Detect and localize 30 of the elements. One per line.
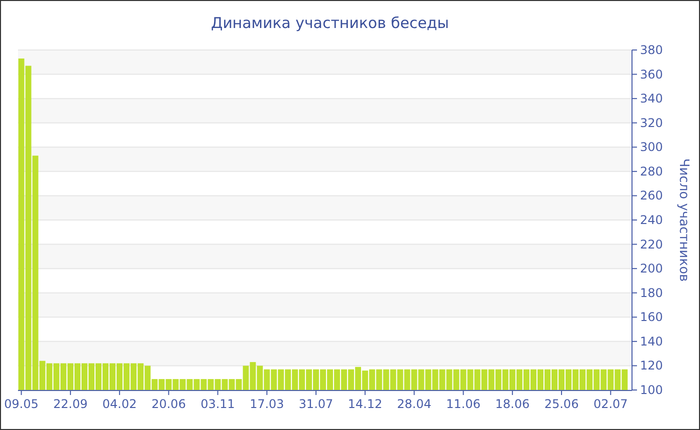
y-tick-label: 280	[640, 164, 663, 178]
x-tick-label: 11.06	[446, 397, 480, 411]
y-tick-label: 180	[640, 286, 663, 300]
y-tick-label: 120	[640, 358, 663, 373]
y-tick-label: 320	[640, 116, 663, 130]
x-tick-label: 03.11	[200, 397, 235, 411]
x-tick-label: 28.04	[397, 397, 432, 411]
x-tick-label: 02.07	[593, 397, 628, 411]
y-tick-label: 220	[640, 237, 663, 252]
x-tick-label: 09.05	[4, 397, 39, 411]
x-tick-label: 14.12	[348, 397, 382, 411]
y-tick-label: 200	[640, 262, 663, 276]
y-tick-label: 380	[640, 43, 663, 57]
y-tick-label: 260	[640, 188, 663, 203]
x-tick-label: 17.03	[250, 397, 284, 411]
chart-title: Динамика участников беседы	[210, 14, 450, 32]
x-tick-label: 22.09	[53, 397, 88, 411]
x-tick-label: 18.06	[495, 397, 530, 411]
x-tick-label: 20.06	[151, 397, 186, 411]
y-axis-title: Число участников	[676, 158, 691, 282]
x-tick-label: 25.06	[544, 397, 579, 411]
y-tick-label: 360	[640, 67, 663, 82]
y-tick-label: 160	[640, 310, 663, 324]
y-tick-label: 340	[640, 92, 663, 106]
y-tick-label: 140	[640, 334, 663, 348]
y-tick-label: 300	[640, 140, 663, 154]
y-tick-label: 240	[640, 213, 663, 227]
x-tick-label: 31.07	[298, 397, 334, 411]
y-tick-label: 100	[640, 383, 663, 397]
x-tick-label: 04.02	[102, 397, 137, 411]
